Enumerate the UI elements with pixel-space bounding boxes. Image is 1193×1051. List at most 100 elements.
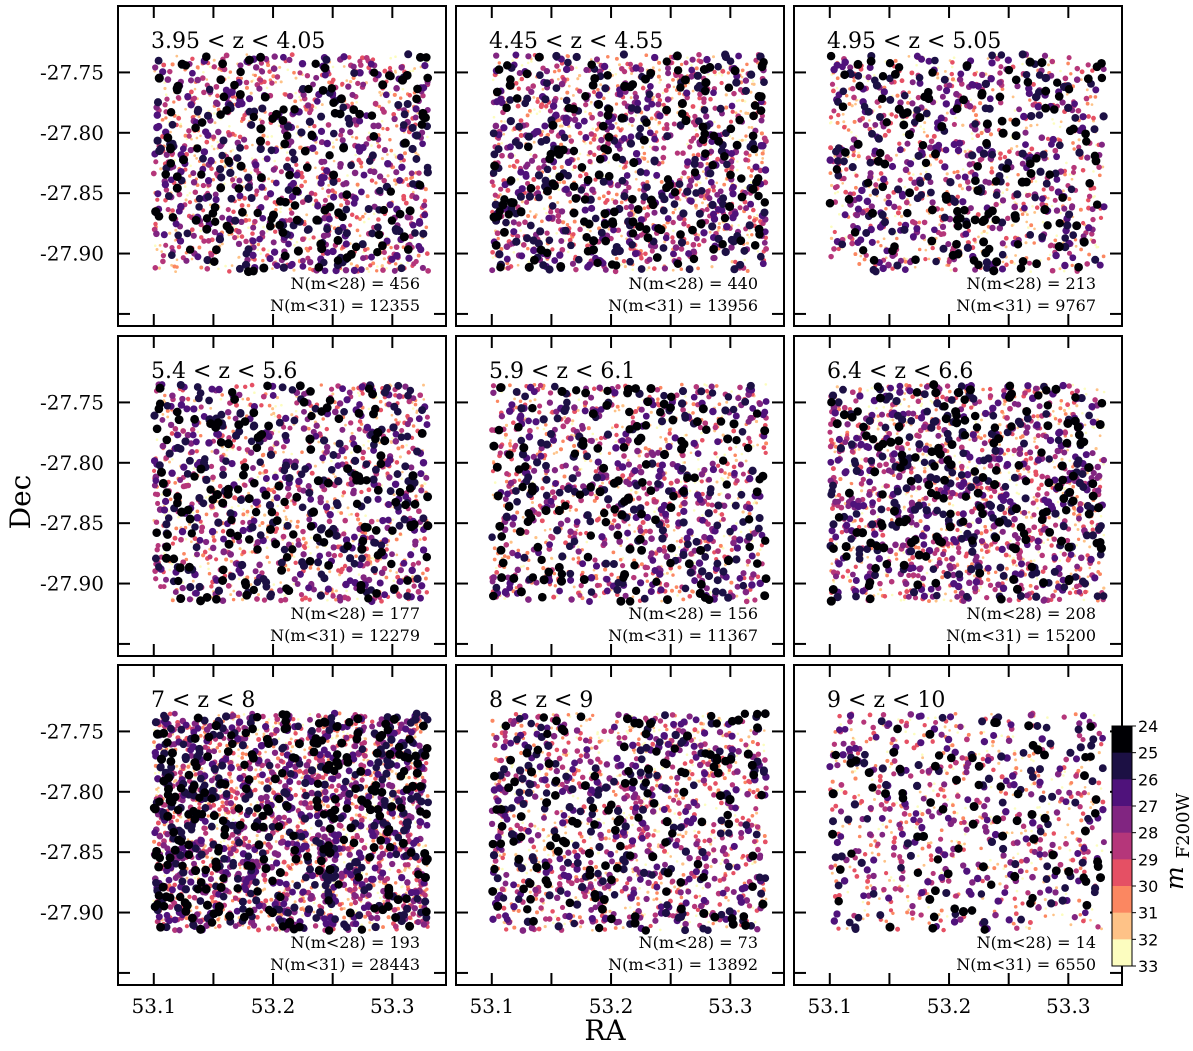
- data-point: [1011, 203, 1019, 211]
- data-point: [199, 154, 207, 163]
- data-point: [1027, 226, 1030, 229]
- data-point: [729, 183, 737, 191]
- data-point: [677, 238, 687, 247]
- data-point: [923, 256, 928, 262]
- data-point: [219, 397, 223, 401]
- data-point: [279, 105, 288, 114]
- data-point: [928, 138, 935, 145]
- data-point: [637, 187, 642, 192]
- data-point: [523, 142, 533, 152]
- data-point: [370, 68, 379, 77]
- data-point: [160, 117, 165, 122]
- data-point: [876, 240, 880, 244]
- data-point: [738, 139, 741, 142]
- data-point: [223, 52, 230, 59]
- data-point: [368, 151, 377, 160]
- data-point: [857, 117, 863, 123]
- data-point: [160, 252, 167, 259]
- data-point: [618, 176, 627, 185]
- data-point: [211, 178, 215, 182]
- data-point: [925, 134, 930, 138]
- data-point: [600, 219, 610, 229]
- data-point: [962, 220, 972, 230]
- data-point: [190, 232, 197, 239]
- data-point: [750, 101, 760, 110]
- data-point: [552, 84, 561, 92]
- data-point: [907, 90, 911, 95]
- data-point: [529, 210, 532, 213]
- data-point: [415, 219, 424, 227]
- data-point: [1035, 111, 1044, 119]
- data-point: [629, 158, 639, 168]
- data-point: [953, 206, 962, 216]
- data-point: [305, 117, 315, 126]
- data-point: [424, 590, 430, 595]
- data-point: [644, 53, 649, 58]
- data-point: [921, 158, 931, 168]
- data-point: [376, 173, 384, 180]
- data-point: [1074, 65, 1081, 72]
- data-point: [280, 251, 290, 261]
- data-point: [385, 267, 388, 270]
- data-point: [653, 171, 661, 179]
- data-point: [880, 218, 890, 227]
- data-point: [620, 135, 628, 142]
- data-point: [228, 88, 236, 96]
- data-point: [841, 124, 847, 130]
- data-point: [349, 262, 354, 266]
- data-point: [695, 209, 704, 218]
- data-point: [592, 152, 597, 157]
- data-point: [737, 99, 741, 102]
- data-point: [1101, 165, 1105, 169]
- data-point: [883, 247, 891, 255]
- data-point: [630, 124, 634, 127]
- data-point: [405, 443, 408, 447]
- data-point: [720, 73, 724, 77]
- data-point: [690, 168, 700, 177]
- data-point: [833, 192, 837, 195]
- data-point: [224, 557, 229, 562]
- data-point: [159, 167, 163, 171]
- data-point: [204, 139, 210, 145]
- data-point: [267, 403, 272, 408]
- data-point: [618, 128, 623, 133]
- data-point: [617, 63, 622, 67]
- data-point: [1090, 216, 1096, 223]
- data-point: [862, 229, 871, 237]
- data-point: [744, 134, 748, 138]
- data-point: [408, 170, 415, 177]
- data-point: [543, 104, 549, 109]
- data-point: [215, 235, 225, 244]
- data-point: [726, 71, 731, 75]
- data-point: [739, 109, 743, 113]
- data-point: [610, 226, 617, 234]
- data-point: [1039, 150, 1048, 159]
- data-point: [708, 222, 717, 231]
- data-point: [637, 265, 646, 273]
- data-point: [403, 99, 412, 109]
- data-point: [293, 99, 298, 104]
- data-point: [985, 104, 994, 113]
- data-point: [685, 241, 690, 246]
- data-point: [374, 223, 382, 232]
- data-point: [950, 77, 955, 82]
- data-point: [261, 157, 265, 161]
- data-point: [290, 452, 294, 456]
- data-point: [327, 194, 331, 198]
- data-point: [750, 241, 760, 250]
- data-point: [252, 218, 258, 225]
- data-point: [879, 264, 887, 273]
- data-point: [840, 70, 850, 80]
- y-tick-label: -27.90: [40, 242, 104, 266]
- data-point: [208, 65, 212, 69]
- data-point: [748, 229, 751, 233]
- data-point: [589, 229, 592, 233]
- data-point: [212, 147, 216, 151]
- data-point: [907, 55, 911, 58]
- data-point: [679, 267, 684, 271]
- data-point: [271, 109, 282, 119]
- data-point: [1032, 154, 1041, 163]
- data-point: [395, 571, 399, 574]
- data-point: [701, 170, 705, 173]
- data-point: [308, 246, 313, 251]
